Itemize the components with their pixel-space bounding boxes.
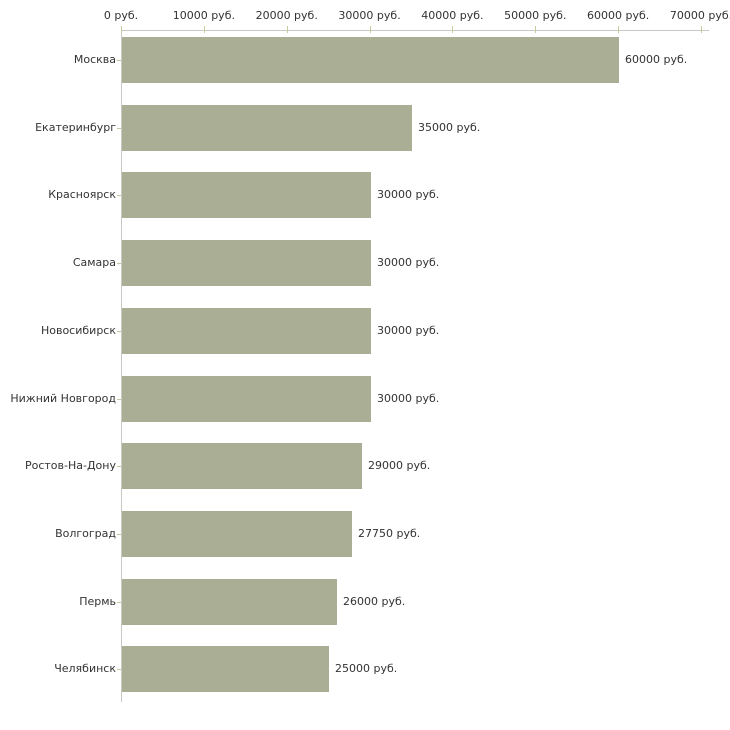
x-axis-tick-mark — [618, 26, 620, 33]
category-label: Москва — [73, 53, 116, 66]
y-axis-tick-mark — [117, 669, 121, 670]
bar — [122, 579, 337, 625]
y-axis-line — [121, 30, 122, 702]
value-label: 27750 руб. — [358, 527, 421, 540]
category-label: Красноярск — [48, 188, 116, 201]
bar — [122, 105, 412, 151]
x-axis-tick-label: 10000 руб. — [172, 9, 235, 22]
value-label: 29000 руб. — [368, 459, 431, 472]
y-axis-tick-mark — [117, 263, 121, 264]
value-label: 60000 руб. — [625, 53, 688, 66]
category-label: Новосибирск — [40, 324, 116, 337]
x-axis-tick-mark — [203, 26, 205, 33]
x-axis-tick-mark — [369, 26, 371, 33]
x-axis-tick-mark — [121, 26, 122, 33]
category-label: Челябинск — [54, 662, 116, 675]
x-axis-tick-mark — [452, 26, 454, 33]
x-axis-tick-mark — [535, 26, 537, 33]
x-axis-line — [121, 30, 709, 31]
value-label: 30000 руб. — [377, 188, 440, 201]
y-axis-tick-mark — [117, 534, 121, 535]
category-label: Нижний Новгород — [10, 392, 116, 405]
x-axis-tick-label: 60000 руб. — [587, 9, 650, 22]
y-axis-tick-mark — [117, 195, 121, 196]
bar — [122, 308, 371, 354]
value-label: 35000 руб. — [418, 121, 481, 134]
bar — [122, 443, 362, 489]
y-axis-tick-mark — [117, 602, 121, 603]
x-axis-tick-label: 70000 руб. — [669, 9, 730, 22]
x-axis-tick-mark — [286, 26, 288, 33]
category-label: Ростов-На-Дону — [24, 459, 116, 472]
bar — [122, 172, 371, 218]
x-axis-tick-label: 0 руб. — [103, 9, 139, 22]
category-label: Самара — [72, 256, 116, 269]
y-axis-tick-mark — [117, 331, 121, 332]
y-axis-tick-mark — [117, 128, 121, 129]
category-label: Пермь — [79, 595, 116, 608]
bar — [122, 240, 371, 286]
value-label: 30000 руб. — [377, 324, 440, 337]
y-axis-tick-mark — [117, 466, 121, 467]
x-axis-tick-label: 40000 руб. — [421, 9, 484, 22]
value-label: 25000 руб. — [335, 662, 398, 675]
value-label: 30000 руб. — [377, 392, 440, 405]
bar — [122, 646, 329, 692]
y-axis-tick-mark — [117, 399, 121, 400]
value-label: 30000 руб. — [377, 256, 440, 269]
category-label: Екатеринбург — [35, 121, 116, 134]
x-axis-tick-label: 30000 руб. — [338, 9, 401, 22]
x-axis-tick-label: 20000 руб. — [255, 9, 318, 22]
bar — [122, 376, 371, 422]
x-axis-tick-mark — [701, 26, 702, 33]
x-axis-tick-label: 50000 руб. — [504, 9, 567, 22]
category-label: Волгоград — [55, 527, 116, 540]
value-label: 26000 руб. — [343, 595, 406, 608]
bar — [122, 37, 619, 83]
bar — [122, 511, 352, 557]
y-axis-tick-mark — [117, 60, 121, 61]
